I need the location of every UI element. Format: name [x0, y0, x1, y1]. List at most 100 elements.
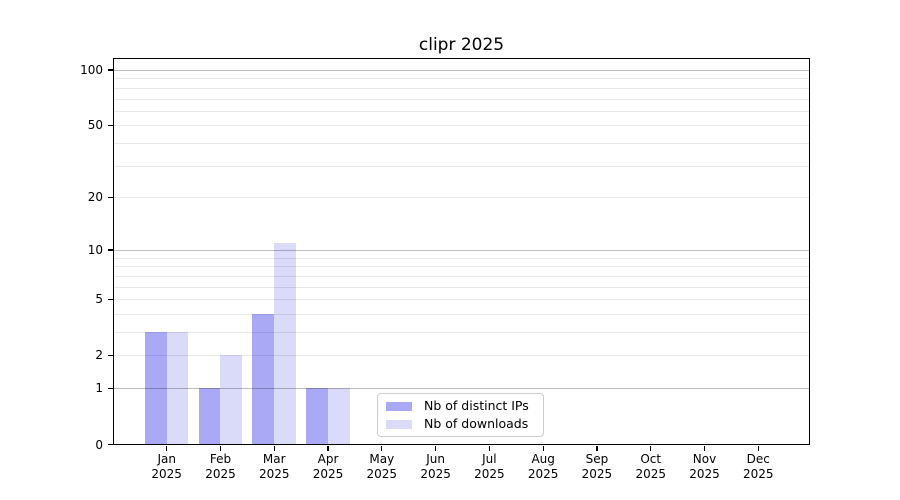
x-tick-label: Dec 2025	[730, 452, 786, 481]
gridline-minor	[113, 197, 810, 199]
gridline-major	[113, 249, 810, 251]
gridline-minor	[113, 331, 810, 333]
gridline-major	[113, 69, 810, 71]
y-tick-label: 50	[87, 118, 103, 133]
legend-label-downloads: Nb of downloads	[424, 416, 529, 431]
y-tick-label: 1	[95, 381, 103, 396]
x-tick-label-month: Jun	[426, 452, 445, 466]
x-tick-label: Sep 2025	[569, 452, 625, 481]
gridline-minor	[113, 165, 810, 167]
x-tick-label: May 2025	[354, 452, 410, 481]
gridline-minor	[113, 275, 810, 277]
x-tick-label-month: May	[369, 452, 395, 466]
x-tick-label: Oct 2025	[623, 452, 679, 481]
x-tick	[327, 445, 329, 451]
y-tick	[108, 354, 113, 357]
bar-nb-of-distinct-ips	[252, 313, 275, 445]
x-tick-label-month: Aug	[531, 452, 555, 466]
gridline-minor	[113, 299, 810, 301]
bar-nb-of-downloads	[328, 388, 350, 445]
x-tick	[488, 445, 490, 451]
legend-swatch-downloads	[386, 419, 412, 429]
x-tick-label-year: 2025	[635, 466, 666, 481]
gridline-minor	[113, 313, 810, 315]
x-tick-label-year: 2025	[151, 466, 182, 481]
chart-title: clipr 2025	[418, 35, 505, 55]
x-tick-label-year: 2025	[312, 466, 344, 481]
x-tick-label: Jun 2025	[408, 452, 464, 481]
bar-nb-of-downloads	[274, 242, 297, 445]
y-tick	[108, 387, 113, 389]
bar-nb-of-downloads	[166, 331, 189, 445]
legend-label-distinct-ips: Nb of distinct IPs	[424, 398, 529, 413]
x-tick	[757, 445, 759, 451]
legend-swatch-distinct-ips	[386, 401, 412, 411]
bar-nb-of-downloads	[220, 355, 243, 445]
x-tick-label: Mar 2025	[246, 452, 302, 481]
y-tick-label: 2	[95, 348, 103, 363]
x-tick	[542, 445, 544, 451]
gridline-minor	[113, 143, 810, 145]
y-tick	[108, 69, 113, 71]
x-tick	[703, 445, 706, 451]
x-tick-label-month: Dec	[746, 452, 770, 466]
y-tick-label: 10	[87, 242, 103, 257]
y-tick	[108, 298, 113, 300]
y-tick	[108, 444, 113, 446]
y-tick-label: 20	[87, 190, 103, 205]
gridline-minor	[113, 110, 810, 112]
y-tick	[108, 196, 113, 199]
x-tick	[650, 445, 652, 451]
legend-row-downloads: Nb of downloads	[386, 417, 535, 431]
x-tick	[596, 445, 598, 451]
gridline-minor	[113, 125, 810, 127]
legend-row-distinct-ips: Nb of distinct IPs	[386, 399, 535, 413]
x-tick-label-month: Jan	[157, 452, 176, 466]
gridline-minor	[113, 87, 810, 89]
x-tick-label-month: Sep	[585, 452, 609, 466]
gridline-minor	[113, 266, 810, 268]
gridline-minor	[113, 78, 810, 80]
x-tick-label-year: 2025	[581, 466, 613, 481]
bar-nb-of-distinct-ips	[144, 331, 167, 445]
x-tick	[381, 445, 383, 451]
x-tick	[435, 445, 437, 451]
x-tick-label-year: 2025	[474, 466, 505, 481]
gridline-major	[113, 388, 810, 390]
gridline-minor	[113, 355, 810, 357]
bar-nb-of-distinct-ips	[306, 388, 329, 445]
x-tick-label: Jan 2025	[139, 452, 195, 481]
x-tick	[273, 445, 275, 451]
x-tick-label-year: 2025	[205, 466, 236, 481]
x-tick-label-month: Feb	[209, 452, 232, 466]
x-tick-label: Nov 2025	[677, 452, 733, 481]
x-tick-label-month: Oct	[640, 452, 662, 466]
x-tick-label-year: 2025	[420, 466, 451, 481]
x-tick-label-year: 2025	[258, 466, 290, 481]
x-tick-label-month: Apr	[317, 452, 339, 466]
y-tick-label: 5	[95, 292, 103, 307]
x-tick-label-year: 2025	[366, 466, 398, 481]
y-tick	[108, 124, 113, 127]
y-tick-label: 100	[80, 62, 103, 77]
x-tick-label-year: 2025	[527, 466, 559, 481]
x-tick-label-month: Nov	[692, 452, 717, 466]
gridline-minor	[113, 286, 810, 288]
y-tick	[108, 249, 113, 251]
bar-nb-of-distinct-ips	[198, 388, 221, 445]
y-tick-label: 0	[95, 437, 103, 452]
x-tick-label-year: 2025	[689, 466, 720, 481]
x-tick-label: Feb 2025	[192, 452, 248, 481]
x-tick-label: Jul 2025	[461, 452, 517, 481]
x-tick-label: Aug 2025	[515, 452, 571, 481]
x-tick-label-month: Jul	[482, 452, 497, 466]
x-tick-label-year: 2025	[742, 466, 774, 481]
gridline-minor	[113, 98, 810, 100]
legend: Nb of distinct IPs Nb of downloads	[377, 393, 544, 437]
x-tick-label: Apr 2025	[300, 452, 356, 481]
gridline-minor	[113, 257, 810, 259]
x-tick	[166, 445, 168, 451]
x-tick-label-month: Mar	[262, 452, 286, 466]
